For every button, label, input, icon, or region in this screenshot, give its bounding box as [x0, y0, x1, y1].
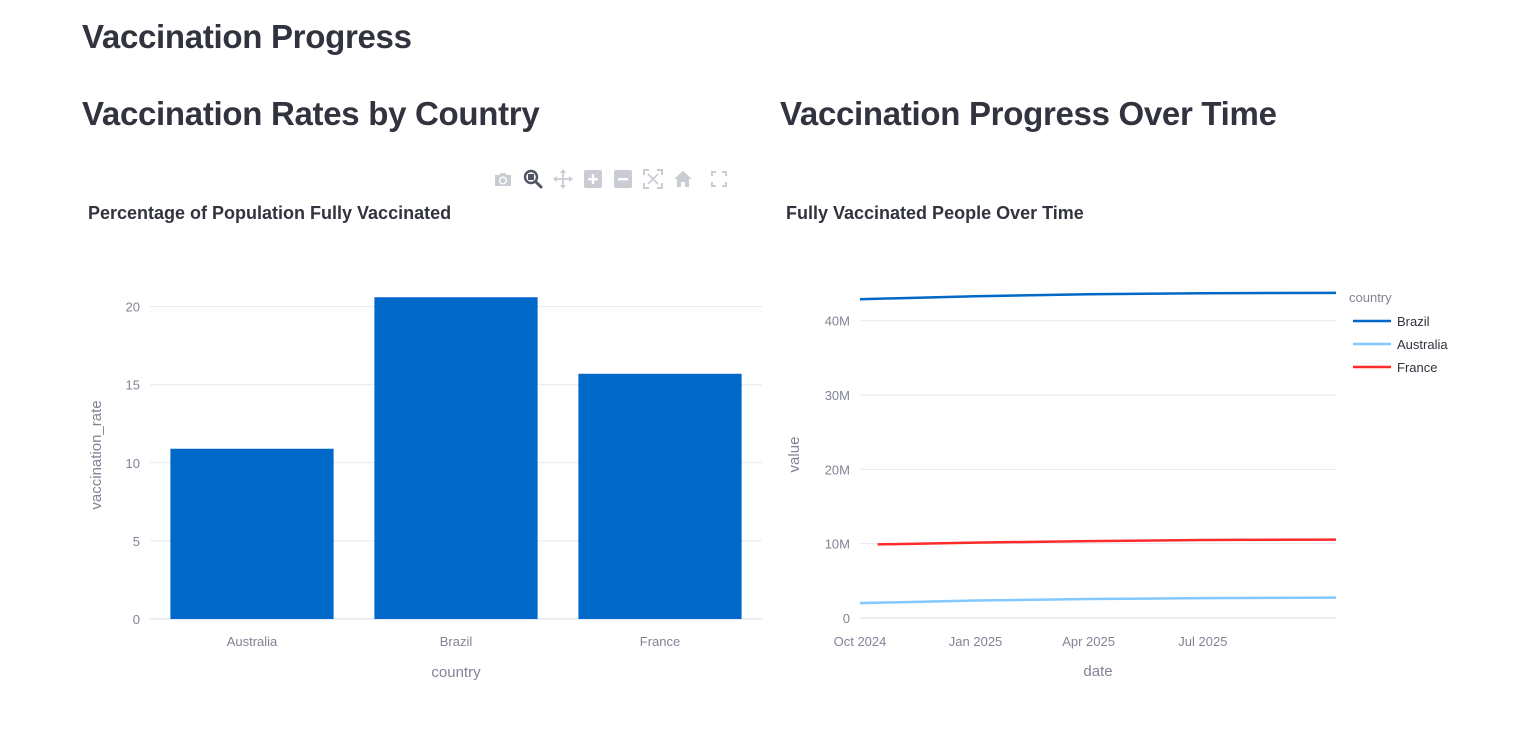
x-tick-label: Australia — [227, 634, 278, 649]
zoom-in-icon[interactable] — [578, 166, 608, 192]
series-line-france[interactable] — [877, 538, 1337, 546]
zoom-out-icon[interactable] — [608, 166, 638, 192]
series-line-australia[interactable] — [859, 596, 1337, 605]
x-tick-label: France — [640, 634, 680, 649]
y-tick-label: 10 — [126, 456, 140, 471]
chart-modebar — [488, 166, 734, 192]
fullscreen-icon[interactable] — [704, 166, 734, 192]
y-tick-label: 15 — [126, 378, 140, 393]
camera-icon[interactable] — [488, 166, 518, 192]
chart-title: Fully Vaccinated People Over Time — [786, 203, 1084, 223]
line-chart[interactable]: Fully Vaccinated People Over Time 0 10M 20M… — [780, 195, 1500, 695]
section-title-progress: Vaccination Progress Over Time — [780, 95, 1277, 132]
bar-france[interactable] — [578, 373, 742, 619]
x-tick-label: Brazil — [440, 634, 473, 649]
home-icon[interactable] — [668, 166, 698, 192]
legend-label: Brazil — [1397, 314, 1430, 329]
zoom-icon[interactable] — [518, 166, 548, 192]
bar-brazil[interactable] — [374, 297, 538, 619]
y-tick-label: 5 — [133, 534, 140, 549]
x-axis-title: country — [431, 664, 481, 681]
bar-chart[interactable]: Percentage of Population Fully Vaccinate… — [82, 195, 772, 695]
x-axis-title: date — [1083, 663, 1112, 680]
x-tick-label: Oct 2024 — [834, 634, 887, 649]
legend-item-brazil[interactable]: Brazil — [1353, 314, 1430, 329]
y-tick-label: 30M — [825, 388, 850, 403]
page-title: Vaccination Progress — [82, 18, 412, 55]
series-line-brazil[interactable] — [859, 291, 1337, 301]
pan-icon[interactable] — [548, 166, 578, 192]
y-tick-label: 0 — [843, 611, 850, 626]
x-tick-label: Jan 2025 — [949, 634, 1003, 649]
y-tick-label: 40M — [825, 314, 850, 329]
x-tick-label: Apr 2025 — [1062, 634, 1115, 649]
y-axis-title: value — [786, 437, 803, 473]
y-tick-label: 10M — [825, 537, 850, 552]
chart-title: Percentage of Population Fully Vaccinate… — [88, 203, 451, 223]
y-tick-label: 0 — [133, 612, 140, 627]
legend-item-australia[interactable]: Australia — [1353, 337, 1448, 352]
y-axis-title: vaccination_rate — [88, 400, 105, 509]
legend-item-france[interactable]: France — [1353, 360, 1437, 375]
bar-australia[interactable] — [170, 448, 334, 619]
legend-label: Australia — [1397, 337, 1448, 352]
y-tick-label: 20M — [825, 462, 850, 477]
section-title-rates: Vaccination Rates by Country — [82, 95, 540, 132]
legend-title: country — [1349, 290, 1392, 305]
legend-label: France — [1397, 360, 1437, 375]
autoscale-icon[interactable] — [638, 166, 668, 192]
x-tick-label: Jul 2025 — [1178, 634, 1227, 649]
y-tick-label: 20 — [126, 300, 140, 315]
